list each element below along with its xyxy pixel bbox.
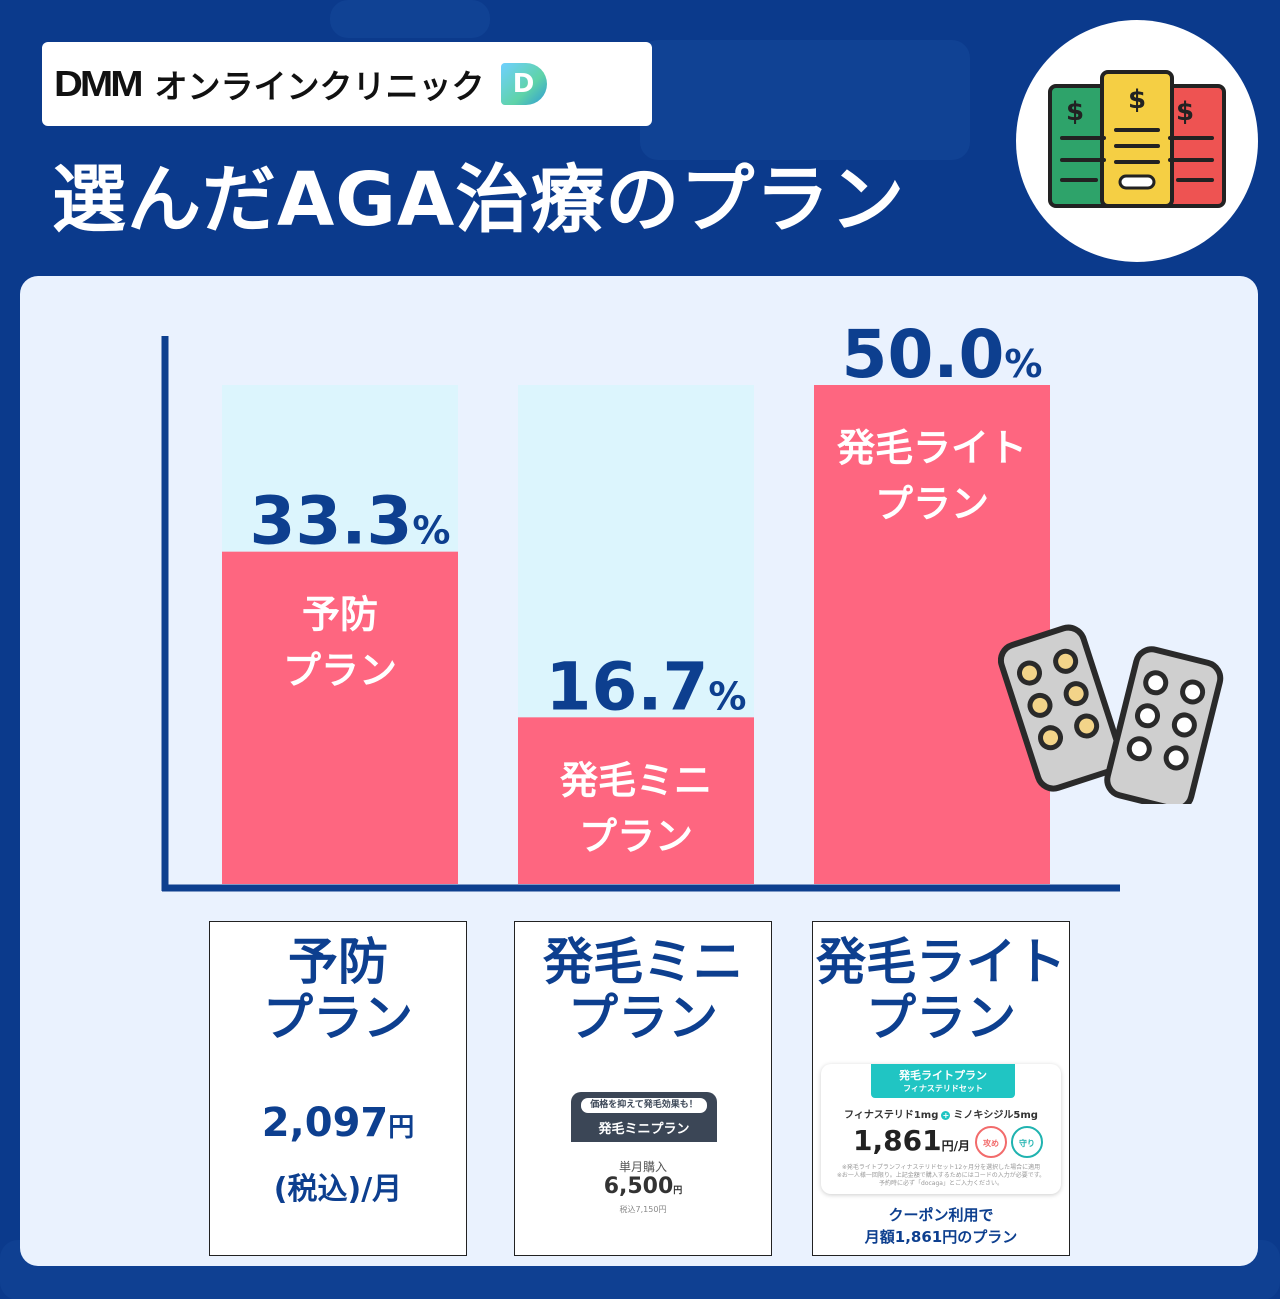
- medication-item: フィナステリド1mg: [844, 1110, 939, 1121]
- plan-banner: 発毛ライトプラン フィナステリドセット: [871, 1064, 1015, 1098]
- medication-list: フィナステリド1mg + ミノキシジル5mg: [821, 1106, 1061, 1121]
- price-value: 6,500: [603, 1174, 674, 1199]
- title-line: プラン: [866, 989, 1016, 1047]
- plan-price: 2,097円: [210, 1100, 466, 1146]
- fine-print-line: ※発毛ライトプランフィナステリドセット12ヶ月分を選択した場合に適用: [841, 1164, 1041, 1171]
- bar: [814, 385, 1050, 884]
- plan-card-title: 予防 プラン: [210, 934, 466, 1046]
- title-line: 発毛ライト: [816, 933, 1066, 991]
- offense-badge: 攻め: [975, 1126, 1007, 1158]
- bar: [518, 717, 754, 884]
- plan-name: 発毛ライトプラン: [899, 1069, 987, 1082]
- plan-card-light: 発毛ライト プラン 発毛ライトプラン フィナステリドセット フィナステリド1mg…: [812, 921, 1070, 1256]
- buy-label: 単月購入: [618, 1160, 667, 1174]
- category-label: プラン: [875, 482, 989, 526]
- title-line: 予防: [288, 933, 388, 991]
- price-value: 2,097: [261, 1100, 389, 1146]
- category-label: 予防: [302, 593, 378, 637]
- data-label: 50.0%: [842, 316, 1043, 393]
- category-label: 発毛ライト: [837, 426, 1027, 470]
- bar: [222, 551, 458, 884]
- defense-badge: 守り: [1011, 1126, 1043, 1158]
- plan-card-title: 発毛ミニ プラン: [515, 934, 771, 1046]
- title-line: プラン: [568, 989, 718, 1047]
- category-label: プラン: [283, 649, 397, 693]
- price-value: 1,861: [853, 1124, 942, 1157]
- clinic-d-logo-icon: D: [500, 63, 547, 105]
- coupon-line: クーポン利用で: [888, 1206, 994, 1224]
- fine-print-line: ※お一人様一回限り。上記金額で購入するためにはコードの入力が必要です。: [836, 1172, 1046, 1179]
- page-title: 選んだAGA治療のプラン: [52, 157, 906, 243]
- svg-text:$: $: [1066, 97, 1084, 127]
- money-bills-icon: $ $ $: [1016, 20, 1258, 262]
- tax-label: (税込)/月: [273, 1172, 403, 1207]
- plan-card-mini: 発毛ミニ プラン 価格を抑えて発毛効果も！ 発毛ミニプラン 単月購入 6,500…: [514, 921, 772, 1256]
- svg-text:$: $: [1128, 85, 1146, 115]
- dmm-logo: DMM: [54, 63, 144, 104]
- coupon-note: クーポン利用で 月額1,861円のプラン: [813, 1204, 1069, 1248]
- plan-detail-box: 発毛ライトプラン フィナステリドセット フィナステリド1mg + ミノキシジル5mg…: [821, 1064, 1061, 1194]
- data-label: 16.7%: [546, 648, 747, 725]
- plan-name: 発毛ミニプラン: [598, 1122, 690, 1137]
- background-shape: [640, 40, 970, 160]
- title-line: プラン: [263, 989, 413, 1047]
- plan-banner: 価格を抑えて発毛効果も！ 発毛ミニプラン: [571, 1092, 717, 1142]
- medication-item: ミノキシジル5mg: [953, 1110, 1038, 1121]
- plan-card-yobo: 予防 プラン 2,097円 (税込)/月: [209, 921, 467, 1256]
- background-shape: [330, 0, 490, 38]
- data-label: 33.3%: [250, 483, 451, 560]
- title-line: 発毛ミニ: [543, 933, 743, 991]
- plan-price: 6,500円: [515, 1174, 771, 1199]
- pill-blister-icon: [997, 614, 1230, 812]
- plus-icon: +: [941, 1111, 951, 1120]
- clinic-logo: DMM オンラインクリニック D: [42, 42, 652, 126]
- category-label: プラン: [579, 814, 693, 858]
- price-unit: 円: [388, 1113, 415, 1143]
- coupon-line: 月額1,861円のプラン: [864, 1228, 1018, 1246]
- fine-print: ※発毛ライトプランフィナステリドセット12ヶ月分を選択した場合に適用 ※お一人様…: [821, 1164, 1061, 1188]
- fine-print-line: 予約時に必ず「docaga」とご入力ください。: [879, 1180, 1003, 1187]
- plan-subname: フィナステリドセット: [903, 1084, 983, 1093]
- tax-included-price: 税込7,150円: [619, 1205, 667, 1214]
- category-label: 発毛ミニ: [560, 758, 712, 802]
- plan-price: 1,861円/月: [853, 1124, 970, 1157]
- promo-tag: 価格を抑えて発毛効果も！: [581, 1098, 707, 1113]
- plan-card-title: 発毛ライト プラン: [813, 934, 1069, 1046]
- price-unit: 円/月: [941, 1139, 970, 1153]
- price-unit: 円: [673, 1186, 683, 1196]
- logo-text: オンラインクリニック: [154, 67, 485, 106]
- chart-panel: 33.3% 予防 プラン 16.7% 発毛ミニ プラン 50.0% 発毛ライト プラン: [20, 276, 1258, 1266]
- svg-text:$: $: [1176, 97, 1194, 127]
